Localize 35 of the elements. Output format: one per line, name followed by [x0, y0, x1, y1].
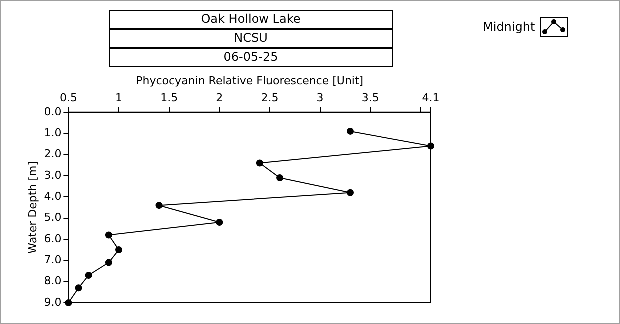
chart-subtitle: NCSU: [109, 29, 393, 48]
y-tick-label: 5.0: [44, 211, 62, 224]
point: [256, 160, 264, 167]
point: [105, 259, 112, 266]
y-tick-label: 0.0: [44, 105, 62, 118]
y-axis-title: Water Depth [m]: [26, 162, 40, 254]
y-tick-label: 2.0: [44, 148, 62, 161]
point: [105, 232, 112, 239]
x-tick-label: 3.5: [362, 92, 380, 105]
y-tick-label: 7.0: [44, 254, 62, 267]
chart-title: Oak Hollow Lake: [109, 10, 393, 29]
y-tick-label: 9.0: [44, 296, 62, 309]
x-tick-label: 3: [316, 92, 324, 105]
x-tick-label: 2: [216, 92, 224, 105]
point: [346, 128, 354, 135]
y-tick-label: 8.0: [44, 274, 62, 288]
y-tick-label: 4.0: [44, 190, 62, 203]
x-tick-label: 0.5: [60, 92, 78, 105]
x-tick-label: 1: [116, 92, 123, 105]
point: [276, 174, 284, 182]
point: [116, 246, 123, 254]
x-tick-label: 1.5: [160, 92, 178, 105]
point: [156, 202, 163, 210]
legend-label: Midnight: [483, 20, 536, 34]
y-tick-label: 1.0: [44, 126, 62, 140]
point: [216, 219, 224, 226]
y-tick-label: 3.0: [44, 168, 62, 182]
y-tick-label: 6.0: [44, 232, 62, 246]
text: 06-05-25: [109, 48, 393, 67]
x-tick-label: 2.5: [261, 92, 279, 105]
x-tick-label: 4.1: [422, 92, 440, 105]
x-axis-title: Phycocyanin Relative Fluorescence [Unit]: [136, 74, 364, 88]
point: [346, 189, 354, 196]
point: [75, 284, 82, 292]
point: [85, 272, 92, 279]
